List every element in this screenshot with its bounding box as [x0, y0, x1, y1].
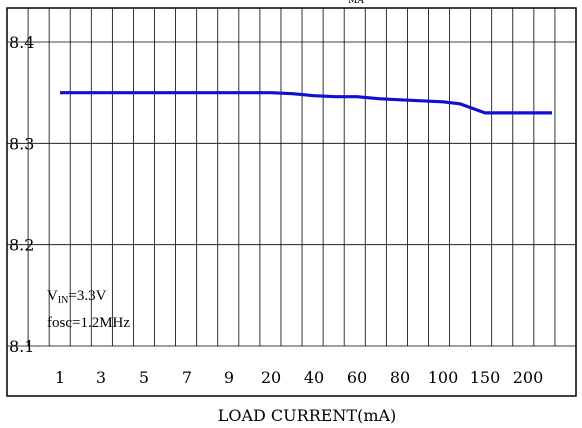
- y-tick-label: 8.4: [9, 33, 34, 52]
- x-tick-label: 150: [470, 368, 501, 387]
- x-tick-label: 7: [182, 368, 192, 387]
- y-tick-label: 8.2: [9, 236, 34, 255]
- plot-frame: [6, 7, 577, 397]
- x-tick-label: 80: [390, 368, 410, 387]
- vin-value: =3.3V: [68, 288, 106, 304]
- vin-subscript: IN: [58, 295, 69, 306]
- x-tick-label: 3: [96, 368, 106, 387]
- y-tick-label: 8.3: [9, 134, 34, 153]
- series-layer: [60, 91, 552, 115]
- x-tick-labels: 1 3 5 7 9 20 40 60 80 100 150 200: [55, 368, 543, 387]
- y-tick-labels: 8.1 8.2 8.3 8.4: [9, 33, 34, 356]
- vin-annotation: VIN=3.3V: [47, 288, 107, 306]
- x-tick-label: 1: [55, 368, 65, 387]
- vin-label: V: [47, 288, 58, 304]
- x-axis-label: LOAD CURRENT(mA): [218, 406, 397, 425]
- chart-title-fragment: MA: [348, 0, 364, 6]
- x-tick-label: 40: [304, 368, 324, 387]
- series-line: [60, 91, 552, 115]
- x-tick-label: 20: [261, 368, 281, 387]
- fosc-annotation: fosc=1.2MHz: [47, 315, 130, 331]
- grid-lines: [7, 8, 576, 346]
- y-tick-label: 8.1: [9, 337, 34, 356]
- x-tick-label: 200: [513, 368, 544, 387]
- x-tick-label: 9: [224, 368, 234, 387]
- x-tick-label: 5: [139, 368, 149, 387]
- x-tick-label: 60: [347, 368, 367, 387]
- x-tick-label: 100: [428, 368, 459, 387]
